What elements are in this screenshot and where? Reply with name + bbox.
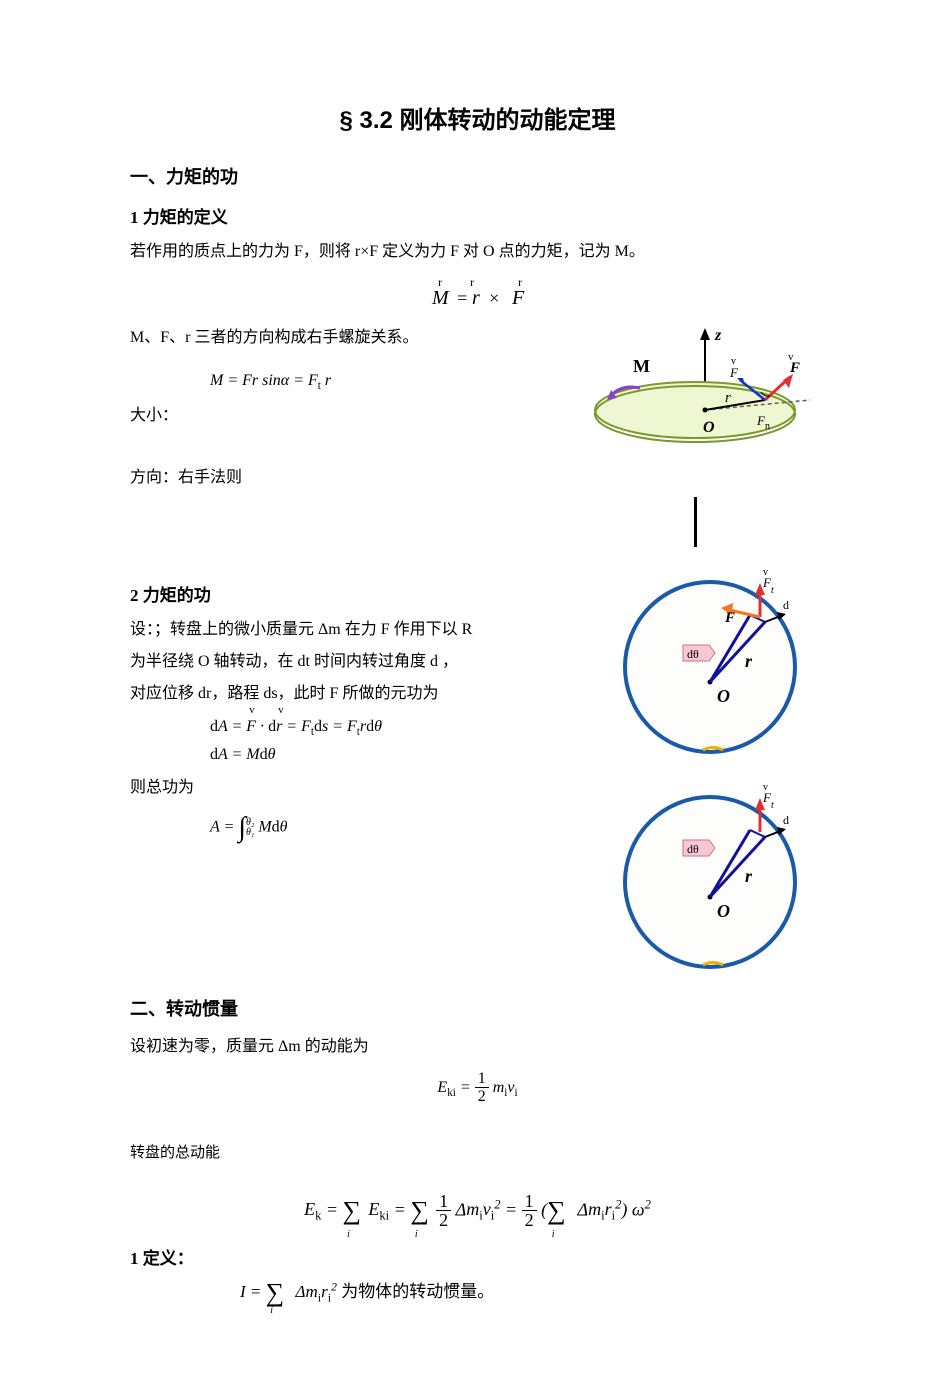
svg-text:O: O (703, 419, 715, 436)
svg-text:F: F (511, 287, 525, 309)
svg-text:r: r (725, 390, 731, 406)
figure-circle-1: O r Ft v F d dθ (605, 567, 815, 757)
section-2-heading: 二、转动惯量 (130, 995, 825, 1021)
svg-text:dθ: dθ (687, 647, 699, 661)
i-def-tail: 为物体的转动惯量。 (341, 1282, 494, 1301)
svg-text:r: r (472, 287, 480, 309)
svg-text:×: × (488, 288, 500, 308)
section-1-heading: 一、力矩的功 (130, 163, 825, 189)
section-2-1-heading: 1 定义： (130, 1244, 825, 1269)
p-1-2-4: 则总功为 (130, 772, 595, 804)
p-1-2-3: 对应位移 dr，路程 ds，此时 F 所做的元功为 (130, 678, 595, 710)
eq-torque-mag: M = Fr sinα = Ft r (210, 372, 555, 392)
svg-text:O: O (717, 901, 730, 921)
svg-text:r: r (745, 651, 753, 671)
svg-text:F: F (729, 365, 739, 380)
svg-text:n: n (765, 421, 770, 432)
eq-dA2: dA = Mdθ (210, 746, 595, 764)
svg-text:v: v (763, 567, 768, 578)
vertical-bar-icon (694, 497, 697, 547)
svg-text:M: M (431, 287, 450, 309)
eq-Eki: Eki = 12 mivi (130, 1071, 825, 1106)
svg-text:F: F (724, 610, 735, 626)
p-1-1-1: 若作用的质点上的力为 F，则将 r×F 定义为力 F 对 O 点的力矩，记为 M… (130, 236, 825, 268)
svg-text:d: d (783, 813, 789, 827)
svg-text:O: O (717, 686, 730, 706)
eq-Ek-sum: Ek = ∑i Eki = ∑i 12 Δmivi2 = 12 (∑i Δmir… (130, 1192, 825, 1231)
svg-text:v: v (731, 356, 736, 367)
figure-disk: z r F v F v (565, 322, 815, 472)
svg-text:v: v (788, 351, 794, 363)
p-2-2: 转盘的总动能 (130, 1138, 825, 1168)
svg-text:d: d (783, 598, 789, 612)
p-1-1-3: 大小： (130, 400, 555, 432)
p-1-2-2: 为半径绕 O 轴转动，在 dt 时间内转过角度 d ， (130, 646, 595, 678)
eq-I-def: I = ∑i Δmiri2 为物体的转动惯量。 (240, 1277, 825, 1306)
doc-title: § 3.2 刚体转动的动能定理 (130, 100, 825, 135)
page: § 3.2 刚体转动的动能定理 一、力矩的功 1 力矩的定义 若作用的质点上的力… (0, 0, 945, 1374)
p-1-1-2: M、F、r 三者的方向构成右手螺旋关系。 (130, 322, 555, 354)
svg-text:M: M (633, 356, 650, 376)
svg-text:r: r (745, 866, 753, 886)
row-work: 2 力矩的功 设：；转盘上的微小质量元 Δm 在力 F 作用下以 R 为半径绕 … (130, 567, 825, 977)
section-1-1-heading: 1 力矩的定义 (130, 203, 825, 228)
eq-torque-vector: r r r M = r × F (130, 276, 825, 314)
section-1-2-heading: 2 力矩的功 (130, 581, 595, 606)
row-disk: M、F、r 三者的方向构成右手螺旋关系。 M = Fr sinα = Ft r … (130, 322, 825, 547)
eq-dA1: dA = vF · dvr = Ftds = Ftrdθ (210, 718, 595, 738)
figure-circle-2: O r Ft v d dθ (605, 782, 815, 972)
p-1-2-1: 设：；转盘上的微小质量元 Δm 在力 F 作用下以 R (130, 614, 595, 646)
eq-A-integral: A = ∫θ₂θ₁ Mdθ (210, 812, 595, 844)
svg-text:=: = (456, 288, 468, 308)
p-1-1-4: 方向：右手法则 (130, 462, 555, 494)
svg-text:dθ: dθ (687, 842, 699, 856)
svg-text:z: z (714, 327, 722, 344)
svg-text:v: v (763, 782, 768, 793)
p-2-1: 设初速为零，质量元 Δm 的动能为 (130, 1031, 825, 1063)
